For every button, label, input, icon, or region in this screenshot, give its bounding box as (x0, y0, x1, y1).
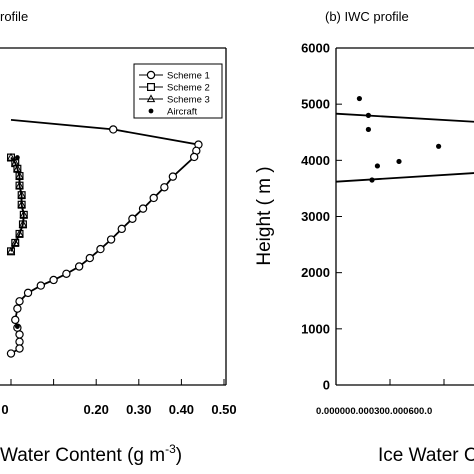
circle-marker (149, 193, 158, 203)
circle-marker (23, 288, 33, 298)
circle-marker (128, 214, 137, 223)
triangle-marker (15, 180, 24, 189)
panel-a-plot (0, 47, 227, 386)
panel-b-aircraft-points (356, 95, 442, 183)
series-scheme-1 (6, 119, 203, 358)
series-aircraft (14, 155, 20, 329)
circle-marker (62, 269, 71, 278)
panel-b-title: (b) IWC profile (325, 9, 409, 24)
triangle-marker (6, 246, 16, 255)
panel-b-profile-lines (335, 112, 474, 183)
panel-a-x-tick-labels: 0 0.20 0.30 0.40 0.50 (1, 402, 236, 417)
circle-marker (96, 244, 105, 254)
square-marker (147, 82, 156, 91)
y-tick-label: 5000 (301, 97, 330, 112)
circle-marker (15, 344, 24, 353)
panel-a-title: rofile (0, 9, 28, 24)
circle-marker (138, 204, 148, 213)
circle-marker (36, 281, 46, 290)
legend-label: Scheme 2 (167, 83, 210, 94)
x-tick-label: 0.50 (211, 402, 236, 417)
legend-label: Scheme 3 (167, 95, 210, 106)
circle-marker (106, 235, 116, 244)
triangle-marker (146, 94, 156, 103)
series-scheme-3 (6, 152, 29, 255)
triangle-marker (18, 219, 28, 228)
panel-b-y-axis-label: Height ( m ) (254, 166, 275, 265)
profile-line-lower (335, 172, 474, 183)
triangle-marker (13, 164, 22, 172)
circle-marker (189, 152, 199, 162)
panel-a-series (6, 119, 203, 358)
y-tick-label: 1000 (301, 321, 330, 336)
aircraft-point (396, 158, 402, 165)
dot-marker (14, 324, 20, 329)
aircraft-point (374, 163, 380, 169)
circle-marker (85, 253, 95, 263)
circle-marker (15, 337, 24, 346)
panel-a-x-ticks (10, 379, 225, 385)
panel-b-x-axis-label: Ice Water C (378, 445, 474, 466)
circle-marker (160, 183, 169, 192)
circle-marker (49, 275, 58, 285)
aircraft-point (356, 95, 362, 102)
panel-b-y-ticks: 0 1000 2000 3000 4000 5000 6000 (301, 41, 445, 393)
y-tick-label: 0 (323, 378, 330, 393)
dot-marker (14, 155, 20, 160)
triangle-marker (15, 229, 24, 238)
series-line (10, 119, 200, 355)
aircraft-point (436, 143, 442, 149)
aircraft-point (365, 112, 371, 118)
y-tick-label: 6000 (301, 41, 330, 56)
y-tick-label: 2000 (301, 265, 330, 280)
triangle-marker (19, 210, 29, 218)
x-tick-label: 0.20 (84, 402, 109, 417)
legend-label: Scheme 1 (167, 71, 210, 82)
triangle-marker (17, 190, 26, 199)
panel-a-x-axis-label-tail: ) (176, 445, 182, 466)
circle-marker (15, 297, 24, 306)
panel-a-x-axis-label-main: Water Content (g m (0, 445, 165, 466)
triangle-marker (15, 171, 24, 180)
x-tick-label: 0.30 (126, 402, 151, 417)
circle-marker (74, 262, 84, 271)
circle-marker (13, 304, 22, 313)
panel-b-x-tick-labels: 0.000000.000300.000600.0 (316, 406, 432, 417)
profile-line-upper (335, 112, 474, 123)
circle-marker (11, 315, 20, 325)
circle-marker (109, 125, 118, 134)
circle-marker (6, 349, 16, 358)
dot-marker (148, 108, 154, 114)
panel-a-x-axis-label-sup: -3 (165, 442, 176, 456)
triangle-marker (11, 158, 20, 167)
circle-marker (146, 70, 156, 80)
panel-a-x-axis-label: Water Content (g m-3) (0, 442, 182, 466)
y-tick-label: 4000 (301, 153, 330, 168)
legend-label: Aircraft (167, 107, 197, 118)
aircraft-point (365, 126, 371, 133)
y-tick-label: 3000 (301, 209, 330, 224)
x-tick-label: 0.40 (169, 402, 194, 417)
triangle-marker (6, 152, 16, 161)
series-line (10, 156, 25, 252)
circle-marker (168, 172, 178, 181)
panel-b-plot: 0 1000 2000 3000 4000 5000 6000 (301, 41, 474, 393)
circle-marker (117, 224, 126, 234)
triangle-marker (11, 238, 20, 246)
x-tick-label: 0 (1, 402, 8, 417)
circle-marker (15, 330, 24, 339)
triangle-marker (17, 200, 26, 208)
aircraft-point (369, 177, 375, 183)
